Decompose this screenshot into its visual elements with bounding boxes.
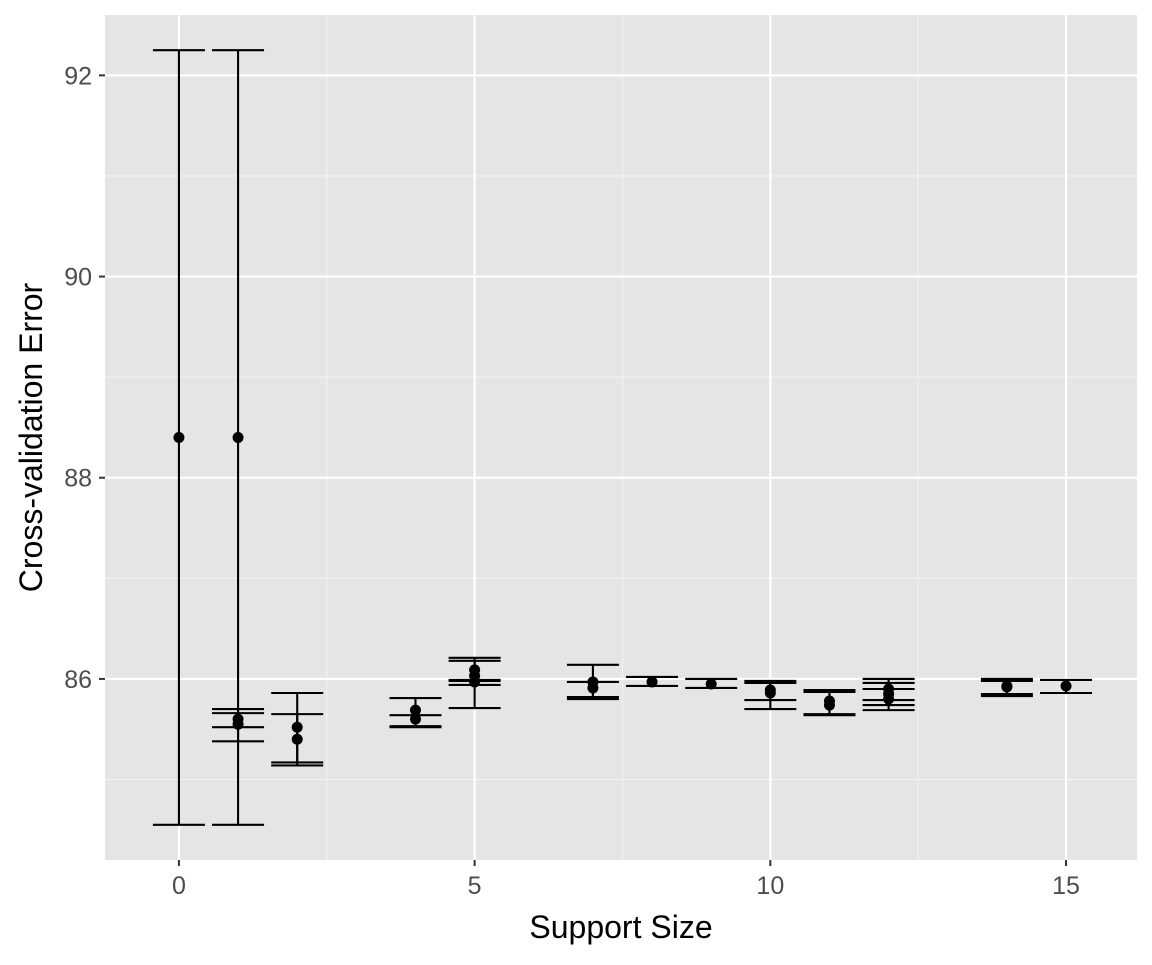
data-point (1060, 680, 1072, 692)
data-point (883, 693, 895, 705)
x-tick-label: 10 (756, 872, 784, 900)
data-point (469, 676, 481, 688)
minor-gridlines-x (326, 15, 919, 860)
y-tick-label: 90 (64, 264, 92, 292)
major-gridlines-y (105, 74, 1137, 681)
y-axis-ticks: 86 88 90 92 (64, 62, 105, 694)
x-tick-label: 15 (1052, 872, 1080, 900)
y-axis-title: Cross-validation Error (13, 282, 49, 592)
data-point (646, 676, 658, 688)
y-tick-label: 86 (64, 666, 92, 694)
minor-gridlines-y (105, 175, 1137, 781)
data-point (1001, 681, 1013, 693)
x-tick-label: 5 (468, 872, 482, 900)
data-point (764, 687, 776, 699)
data-point (232, 718, 244, 730)
data-points (173, 432, 1072, 745)
data-point (705, 678, 717, 690)
data-point (173, 432, 185, 443)
plot-panel (105, 15, 1137, 860)
x-axis-title: Support Size (529, 909, 712, 945)
y-tick-label: 88 (64, 465, 92, 493)
data-point (291, 721, 303, 733)
data-point (823, 699, 835, 711)
x-axis-ticks: 0 5 10 15 (172, 860, 1080, 900)
x-tick-label: 0 (172, 872, 186, 900)
data-point (587, 682, 599, 694)
data-point (409, 713, 421, 725)
data-point (232, 432, 244, 443)
data-point (409, 704, 421, 716)
y-tick-label: 92 (64, 62, 92, 90)
data-point (291, 733, 303, 745)
